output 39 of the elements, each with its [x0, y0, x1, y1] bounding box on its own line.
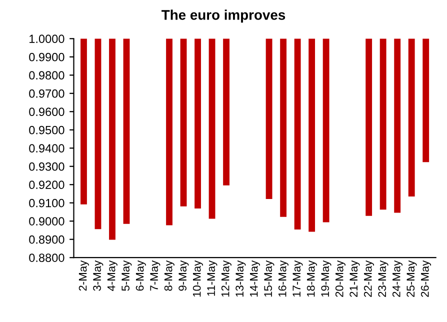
x-tick-label: 8-May	[164, 260, 174, 291]
y-tick-label: 0.8800	[29, 254, 64, 262]
x-tick-label: 16-May	[278, 260, 288, 297]
x-tick-label: 3-May	[93, 260, 104, 291]
x-tick-label: 23-May	[378, 260, 388, 297]
y-tick-label: 0.9000	[29, 217, 64, 226]
x-tick-label: 17-May	[292, 260, 303, 297]
y-tick-label: 0.9100	[29, 198, 64, 208]
x-tick-label: 18-May	[306, 260, 317, 297]
x-tick-label: 9-May	[178, 260, 189, 291]
x-tick-label: 11-May	[207, 260, 218, 296]
y-tick-label: 0.9700	[29, 89, 64, 98]
y-tick-label: 0.9900	[29, 52, 64, 62]
x-tick-label: 6-May	[136, 260, 146, 291]
x-tick-label: 4-May	[107, 260, 118, 291]
y-tick-label: 0.9600	[29, 108, 64, 116]
x-tick-label: 22-May	[364, 260, 374, 297]
y-tick-label: 0.9200	[29, 180, 64, 190]
x-tick-label: 10-May	[192, 260, 203, 297]
x-tick-label: 21-May	[350, 260, 360, 297]
x-tick-label: 2-May	[78, 260, 89, 291]
x-tick-label: 24-May	[392, 260, 403, 297]
chart-title: The euro improves	[162, 10, 286, 23]
x-tick-label: 7-May	[150, 260, 160, 291]
x-tick-label: 26-May	[420, 260, 432, 297]
x-tick-label: 20-May	[335, 260, 346, 297]
x-tick-label: 25-May	[406, 260, 417, 297]
y-tick-label: 0.9800	[29, 71, 64, 80]
x-tick-label: 15-May	[264, 260, 274, 297]
y-tick-label: 1.0000	[30, 34, 64, 44]
x-tick-label: 13-May	[236, 260, 246, 297]
x-tick-label: 5-May	[122, 260, 132, 291]
y-tick-label: 0.9500	[29, 126, 64, 134]
y-tick-label: 0.9400	[29, 144, 64, 153]
x-tick-label: 19-May	[321, 260, 332, 297]
y-tick-label: 0.9300	[29, 162, 64, 171]
x-tick-label: 14-May	[250, 260, 260, 297]
x-tick-label: 12-May	[221, 260, 232, 297]
y-tick-label: 0.8900	[29, 235, 64, 244]
